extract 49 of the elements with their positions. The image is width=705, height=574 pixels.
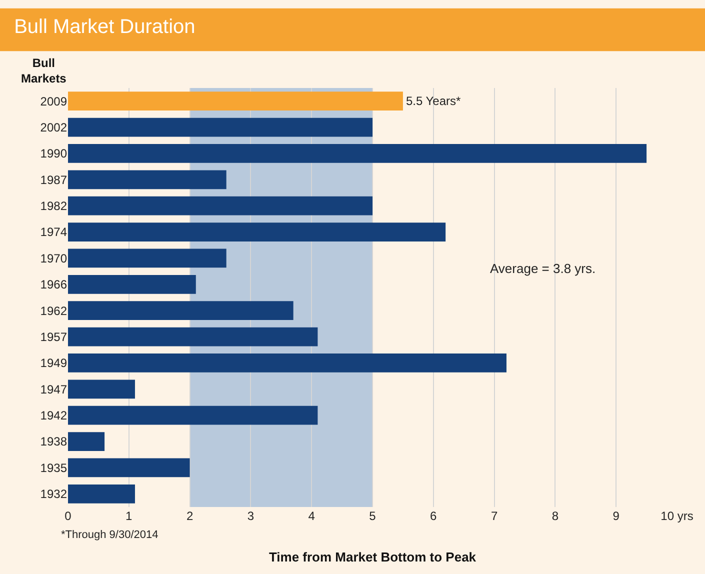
bar	[68, 118, 372, 137]
bar	[68, 406, 318, 425]
x-tick-label: 4	[308, 509, 316, 523]
bar	[68, 222, 446, 242]
bar	[68, 92, 403, 111]
y-tick-label: 1935	[40, 460, 68, 475]
y-tick-label: 2009	[40, 94, 68, 108]
y-tick-label: 1938	[40, 434, 68, 449]
bar	[68, 196, 372, 216]
y-tick-label: 1957	[40, 330, 68, 344]
x-tick-label: 3	[247, 509, 254, 523]
y-tick-label: 1942	[40, 408, 68, 423]
data-label: 5.5 Years*	[406, 94, 461, 108]
y-tick-label: 1947	[40, 382, 68, 396]
x-tick-label: 2	[186, 509, 194, 523]
y-tick-label: 2002	[40, 120, 68, 134]
y-tick-label: 1949	[40, 356, 68, 370]
y-tick-label: 1962	[40, 304, 68, 318]
bar	[68, 354, 506, 372]
x-tick-label: 7	[490, 509, 498, 523]
y-tick-label: 1990	[40, 146, 68, 161]
bar	[68, 170, 226, 190]
bar	[68, 274, 196, 294]
x-tick-label: 5	[369, 509, 376, 523]
bar	[68, 432, 105, 451]
x-tick-label: 9	[612, 509, 620, 523]
y-tick-label: 1974	[40, 225, 68, 240]
bar	[68, 327, 318, 346]
annotation: Average = 3.8 yrs.	[490, 261, 596, 276]
x-tick-label: 10 yrs	[660, 509, 694, 523]
y-tick-label: 1966	[40, 278, 68, 292]
bar	[68, 248, 226, 268]
x-tick-label: 6	[430, 509, 438, 523]
bar	[68, 484, 135, 504]
y-tick-label: 1982	[40, 199, 68, 214]
bar	[68, 144, 647, 163]
y-tick-label: 1932	[40, 487, 68, 502]
y-tick-label: 1987	[40, 172, 68, 187]
y-tick-label: 1970	[40, 251, 68, 266]
x-tick-label: 0	[64, 509, 72, 523]
bar	[68, 458, 190, 478]
text: *Through 9/30/2014	[61, 529, 158, 541]
bar	[68, 301, 294, 320]
y-axis-title: Bull Markets	[21, 56, 67, 86]
x-tick-label: 8	[552, 509, 559, 523]
x-tick-label: 1	[126, 509, 133, 523]
chart-title: Bull Market Duration	[14, 16, 196, 38]
x-axis-title: Time from Market Bottom to Peak	[268, 550, 477, 565]
bar	[68, 380, 135, 399]
